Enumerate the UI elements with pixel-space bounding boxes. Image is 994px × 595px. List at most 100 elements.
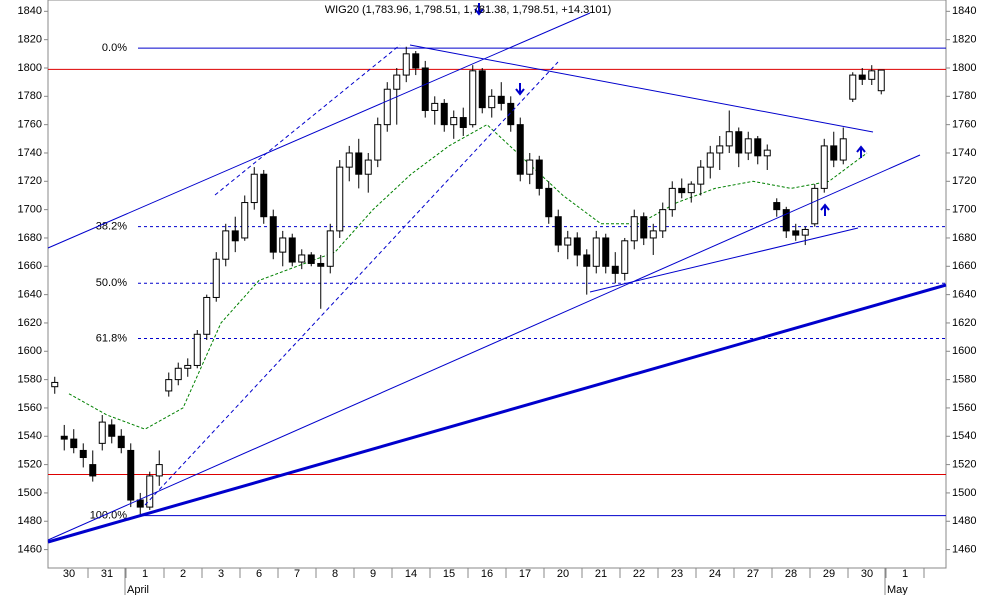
candle-body <box>193 333 201 366</box>
candle-body <box>374 124 382 161</box>
candle-body <box>668 187 676 211</box>
x-tick-label: 6 <box>256 568 262 580</box>
candle-body <box>412 53 420 69</box>
candle-body <box>326 230 334 267</box>
x-tick-label: 22 <box>633 568 645 580</box>
y-tick-label: 1720 <box>18 175 42 187</box>
candle-body <box>602 237 610 267</box>
y-tick-label: 1740 <box>18 147 42 159</box>
candle-body <box>431 102 439 111</box>
chart-title: WIG20 (1,783.96, 1,798.51, 1,781.38, 1,7… <box>325 4 612 16</box>
x-tick-label: 9 <box>370 568 376 580</box>
candle-body <box>450 117 458 126</box>
candle-body <box>573 237 581 256</box>
y-tick-label: 1540 <box>952 430 976 442</box>
candle-body <box>706 152 714 168</box>
y-tick-label: 1520 <box>952 459 976 471</box>
candle-body <box>877 69 885 92</box>
y-tick-label: 1820 <box>18 34 42 46</box>
trend-line <box>47 283 947 544</box>
candle-body <box>421 67 429 111</box>
y-tick-label: 1700 <box>18 204 42 216</box>
candle-body <box>725 131 733 147</box>
candle-body <box>716 145 724 154</box>
candle-body <box>526 159 534 175</box>
y-tick-label: 1660 <box>952 260 976 272</box>
candle-body <box>89 464 97 477</box>
candle-body <box>830 145 838 161</box>
x-tick-label: 30 <box>861 568 873 580</box>
fib-label: 61.8% <box>96 332 127 344</box>
candle-body <box>440 102 448 126</box>
candle-body <box>222 230 230 260</box>
x-tick-label: 15 <box>443 568 455 580</box>
x-tick-label: 28 <box>785 568 797 580</box>
y-tick-label: 1460 <box>18 543 42 555</box>
x-tick-label: 21 <box>595 568 607 580</box>
y-tick-label: 1460 <box>952 543 976 555</box>
trend-lines <box>47 12 947 544</box>
y-tick-label: 1740 <box>952 147 976 159</box>
candle-body <box>488 95 496 109</box>
candle-body <box>839 138 847 161</box>
y-tick-label: 1640 <box>18 289 42 301</box>
candle-body <box>70 438 78 449</box>
candle-body <box>298 254 306 263</box>
y-tick-label: 1640 <box>952 289 976 301</box>
y-tick-label: 1500 <box>952 487 976 499</box>
x-tick-label: 14 <box>405 568 417 580</box>
candle-body <box>735 131 743 154</box>
x-tick-label: 8 <box>332 568 338 580</box>
y-tick-label: 1800 <box>952 62 976 74</box>
y-tick-label: 1760 <box>952 119 976 131</box>
y-tick-label: 1760 <box>18 119 42 131</box>
candle-body <box>241 202 249 239</box>
candle-body <box>744 138 752 154</box>
y-tick-label: 1680 <box>952 232 976 244</box>
y-tick-label: 1720 <box>952 175 976 187</box>
candle-body <box>849 74 857 100</box>
candle-body <box>108 424 116 437</box>
candle-body <box>393 74 401 90</box>
candle-body <box>279 237 287 253</box>
y-tick-label: 1560 <box>18 402 42 414</box>
plot-frame <box>47 0 947 569</box>
candle-body <box>98 421 106 444</box>
candle-body <box>402 53 410 76</box>
trend-line <box>214 44 401 196</box>
y-tick-label: 1780 <box>952 90 976 102</box>
candle-body <box>231 230 239 242</box>
candle-body <box>640 216 648 239</box>
x-tick-label: 31 <box>101 568 113 580</box>
candle-body <box>697 166 705 185</box>
y-tick-label: 1600 <box>18 345 42 357</box>
candle-body <box>820 145 828 189</box>
candle-body <box>678 187 686 194</box>
candle-body <box>516 124 524 175</box>
x-tick-label: 7 <box>294 568 300 580</box>
x-tick-label: 3 <box>218 568 224 580</box>
fib-label: 100.0% <box>90 509 128 521</box>
candle-body <box>203 296 211 335</box>
arrow-up <box>856 145 866 158</box>
candle-body <box>336 166 344 232</box>
candle-body <box>60 435 68 440</box>
candle-body <box>345 152 353 168</box>
y-tick-label: 1620 <box>952 317 976 329</box>
candle-body <box>307 254 315 264</box>
candle-body <box>545 187 553 218</box>
fib-label: 50.0% <box>96 277 127 289</box>
candle-body <box>212 258 220 298</box>
y-tick-label: 1700 <box>952 204 976 216</box>
y-tick-label: 1520 <box>18 459 42 471</box>
candle-body <box>146 475 154 508</box>
candle-body <box>763 149 771 157</box>
candle-body <box>288 237 296 263</box>
fib-label: 38.2% <box>96 221 127 233</box>
candle-body <box>497 95 505 104</box>
trend-line <box>47 154 921 541</box>
candle-body <box>554 216 562 246</box>
